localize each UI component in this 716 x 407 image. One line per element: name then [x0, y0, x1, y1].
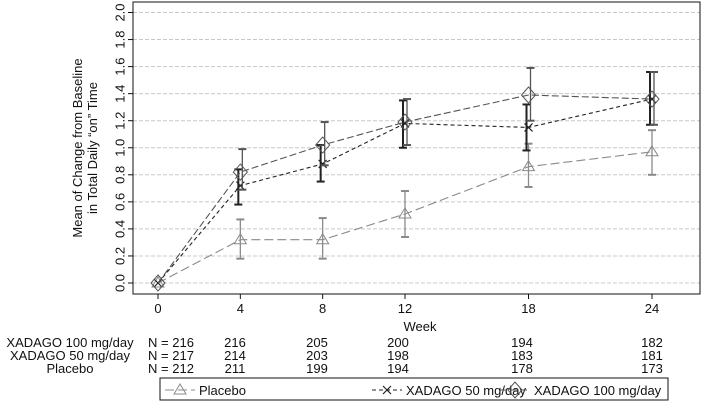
n-table-value: 183	[511, 348, 533, 363]
n-table-label: XADAGO 100 mg/day	[6, 335, 134, 350]
y-axis-label: in Total Daily “on” Time	[85, 82, 100, 214]
y-tick-label: 1.0	[113, 139, 128, 157]
series-line	[157, 98, 653, 284]
triangle-marker	[521, 159, 536, 172]
legend-label: Placebo	[199, 383, 246, 398]
y-tick-label: 1.6	[113, 58, 128, 76]
y-tick-label: 1.8	[113, 31, 128, 49]
diamond-marker	[507, 381, 523, 399]
triangle-marker	[151, 276, 165, 288]
x-marker	[382, 385, 392, 395]
x-marker	[400, 118, 410, 128]
y-axis-label: Mean of Change from Baseline	[70, 58, 85, 237]
x-tick-label: 0	[154, 301, 161, 316]
x-marker	[235, 181, 245, 191]
n-table-value: 198	[387, 348, 409, 363]
y-tick-label: 1.2	[113, 112, 128, 130]
n-table-value: 194	[511, 335, 533, 350]
y-tick-label: 0.4	[113, 220, 128, 238]
triangle-marker	[173, 383, 187, 395]
legend-label: XADAGO 50 mg/day	[406, 383, 526, 398]
y-tick-label: 0.8	[113, 166, 128, 184]
x-axis-label: Week	[404, 319, 437, 334]
n-table-value: 216	[224, 335, 246, 350]
triangle-marker	[233, 232, 248, 245]
diamond-marker	[232, 163, 248, 181]
n-table-value: 178	[511, 361, 533, 376]
y-tick-label: 0.6	[113, 193, 128, 211]
triangle-marker	[645, 144, 659, 157]
y-tick-label: 0.0	[113, 274, 128, 292]
n-table-label: Placebo	[47, 361, 94, 376]
diamond-marker	[644, 90, 660, 108]
n-table-value: N = 212	[148, 361, 194, 376]
n-table-value: N = 217	[148, 348, 194, 363]
n-table-value: 199	[306, 361, 328, 376]
n-table-value: 205	[306, 335, 328, 350]
diamond-marker	[397, 113, 413, 131]
triangle-marker	[398, 207, 412, 219]
y-tick-label: 2.0	[113, 3, 128, 21]
diamond-marker	[150, 274, 166, 292]
legend-label: XADAGO 100 mg/day	[534, 383, 662, 398]
x-tick-label: 18	[521, 301, 535, 316]
diamond-marker	[315, 136, 331, 154]
n-table-value: 173	[641, 361, 663, 376]
triangle-marker	[315, 232, 330, 245]
n-table-value: 200	[387, 335, 409, 350]
n-table-value: 194	[387, 361, 409, 376]
x-tick-label: 24	[645, 301, 659, 316]
n-table-value: 182	[641, 335, 663, 350]
diamond-marker	[520, 86, 537, 104]
n-table-label: XADAGO 50 mg/day	[10, 348, 130, 363]
n-table-value: 211	[225, 361, 246, 376]
series-line	[157, 94, 653, 284]
x-tick-label: 4	[237, 301, 244, 316]
x-marker	[318, 159, 328, 169]
y-tick-label: 0.2	[113, 247, 128, 265]
y-tick-label: 1.4	[113, 85, 128, 103]
plot-frame	[132, 1, 701, 295]
x-marker	[524, 123, 533, 132]
legend-box	[159, 377, 669, 401]
x-tick-label: 8	[319, 301, 326, 316]
x-tick-label: 12	[398, 301, 412, 316]
n-table-value: N = 216	[148, 335, 194, 350]
n-table-value: 181	[641, 348, 663, 363]
n-table-value: 203	[306, 348, 328, 363]
n-table-value: 214	[224, 348, 246, 363]
